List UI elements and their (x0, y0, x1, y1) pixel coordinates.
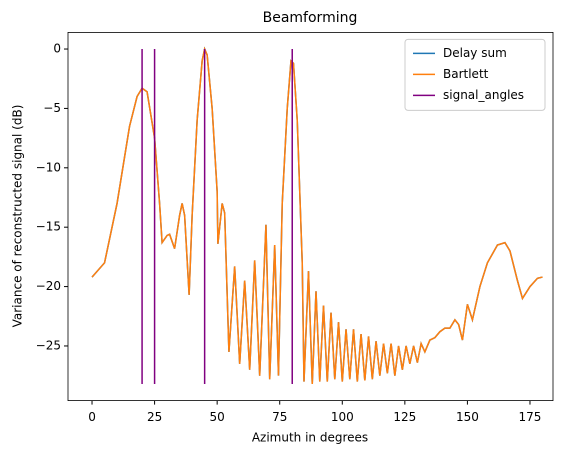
x-tick-label: 0 (88, 410, 96, 424)
y-axis-label: Variance of reconstructed signal (dB) (11, 105, 25, 328)
series-line (91, 46, 543, 385)
legend: Delay sum Bartlett signal_angles (404, 38, 546, 111)
x-tick-label: 175 (519, 410, 542, 424)
y-tick-label: −5 (43, 101, 61, 115)
y-tick-label: −15 (36, 220, 61, 234)
y-tick-label: 0 (53, 42, 61, 56)
x-tick-label: 100 (331, 410, 354, 424)
x-tick-label: 125 (393, 410, 416, 424)
x-axis-label: Azimuth in degrees (252, 431, 368, 445)
legend-label: Bartlett (443, 67, 489, 81)
y-tick-label: −25 (36, 338, 61, 352)
y-tick-label: −10 (36, 160, 61, 174)
legend-label: Delay sum (443, 46, 507, 60)
x-tick-label: 150 (456, 410, 479, 424)
y-tick-label: −20 (36, 279, 61, 293)
chart-title: Beamforming (263, 10, 358, 26)
x-tick-label: 25 (147, 410, 162, 424)
legend-box (404, 38, 546, 111)
legend-label: signal_angles (443, 88, 524, 102)
axes-frame (67, 32, 554, 402)
x-tick-label: 50 (210, 410, 225, 424)
x-tick-label: 75 (272, 410, 287, 424)
